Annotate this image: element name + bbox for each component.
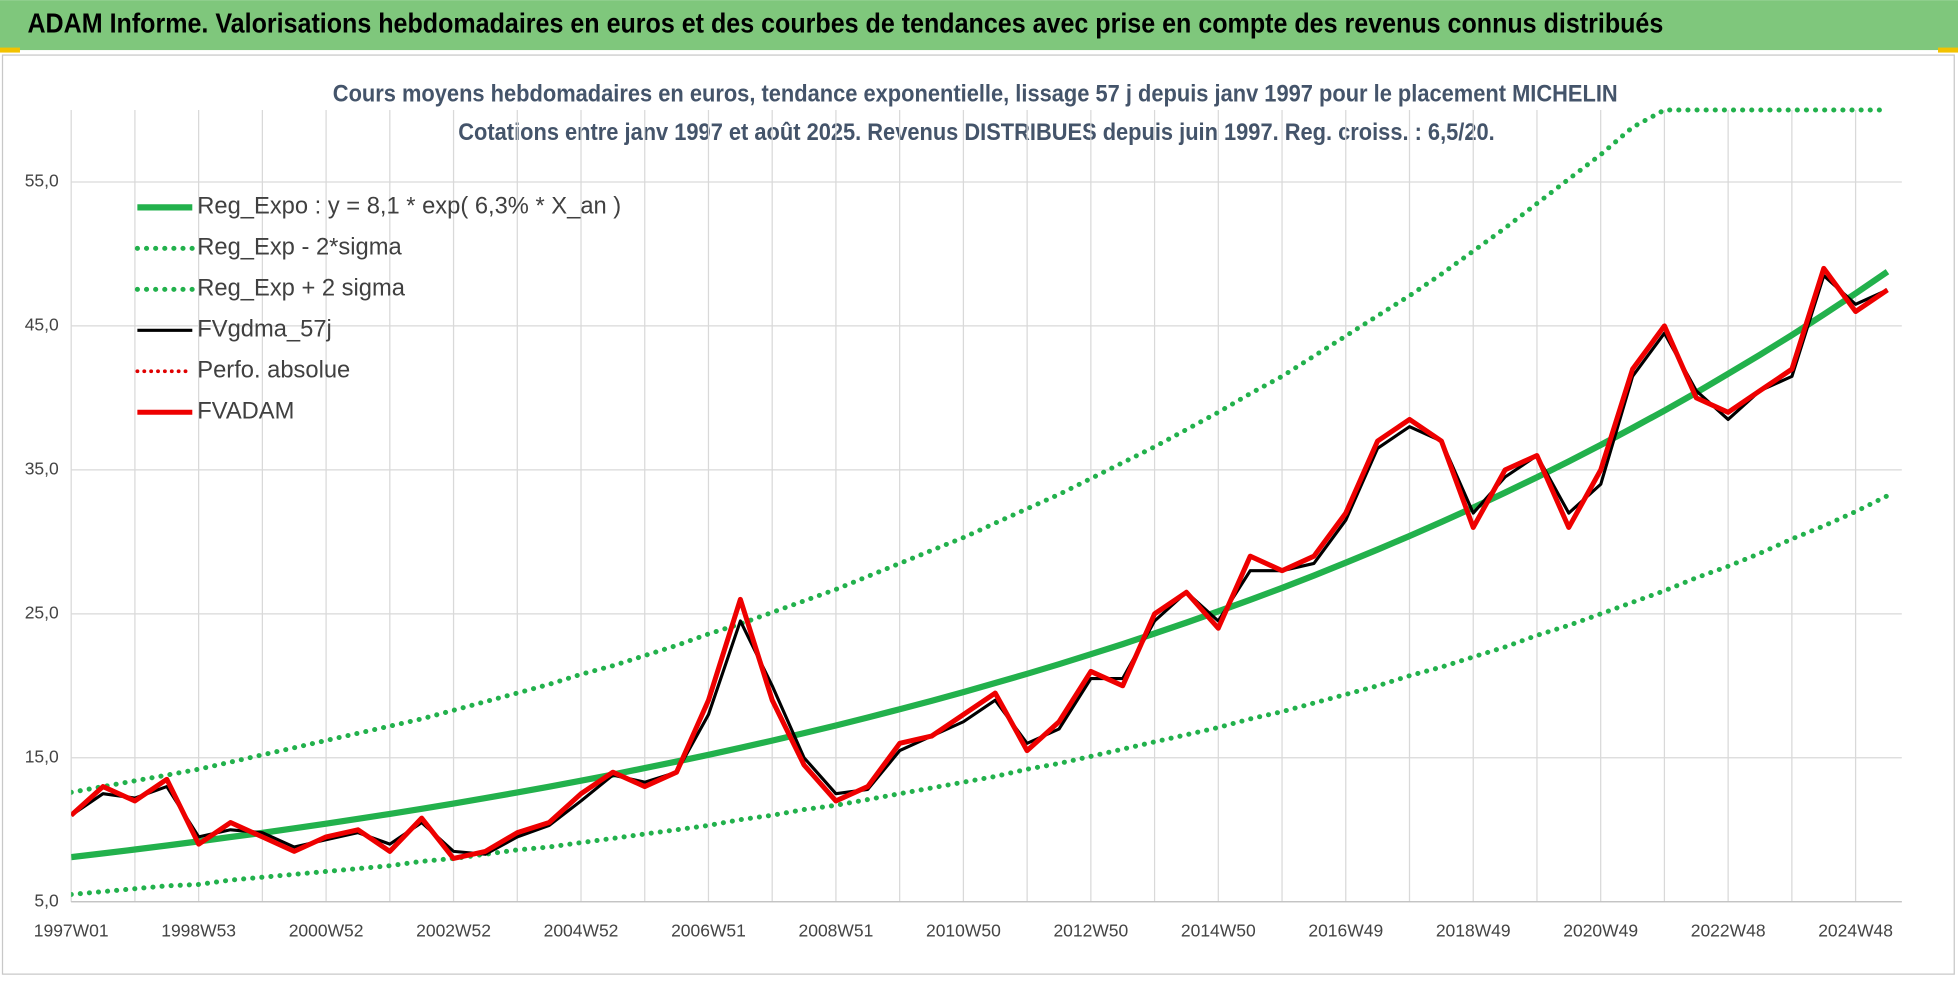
y-tick-label: 45,0 [25, 315, 59, 335]
x-tick-label: 2022W48 [1691, 920, 1766, 940]
legend-label: Perfo. absolue [197, 358, 350, 384]
y-tick-label: 5,0 [34, 890, 59, 910]
plot-area [71, 107, 1890, 897]
series-line [71, 493, 1890, 897]
x-tick-label: 2004W52 [544, 920, 619, 940]
x-tick-label: 2008W51 [799, 920, 874, 940]
series-line [71, 107, 1890, 795]
legend-label: Reg_Expo : y = 8,1 * exp( 6,3% * X_an ) [197, 194, 621, 220]
chart-subtitle: Cotations entre janv 1997 et août 2025. … [458, 120, 1494, 146]
legend-label: FVADAM [197, 398, 294, 424]
legend: Reg_Expo : y = 8,1 * exp( 6,3% * X_an ) R… [134, 194, 621, 424]
series-line [71, 269, 1890, 861]
x-tick-label: 2006W51 [671, 920, 746, 940]
x-tick-label: 2002W52 [416, 920, 491, 940]
y-tick-label: 15,0 [25, 746, 59, 766]
header-title: ADAM Informe. Valorisations hebdomadaire… [27, 7, 1663, 38]
x-tick-label: 2016W49 [1308, 920, 1383, 940]
series-line [71, 265, 1889, 861]
legend-label: Reg_Exp + 2 sigma [197, 276, 405, 302]
x-tick-label: 2010W50 [926, 920, 1001, 940]
chart-title: Cours moyens hebdomadaires en euros, ten… [333, 81, 1618, 107]
x-tick-label: 2018W49 [1436, 920, 1511, 940]
y-tick-label: 35,0 [25, 458, 59, 478]
x-tick-label: 2020W49 [1563, 920, 1638, 940]
x-tick-label: 2000W52 [289, 920, 364, 940]
y-tick-label: 25,0 [25, 602, 59, 622]
x-tick-label: 2014W50 [1181, 920, 1256, 940]
x-tick-label: 1997W01 [34, 920, 109, 940]
y-tick-label: 55,0 [25, 171, 59, 191]
axes: 5,0 15,0 25,0 35,0 45,0 55,0 1997W01 1998W53 200… [25, 171, 1902, 940]
x-tick-label: 2024W48 [1818, 920, 1893, 940]
chart-border [1, 54, 1955, 975]
x-tick-label: 1998W53 [161, 920, 236, 940]
accent [1938, 47, 1958, 53]
legend-label: FVgdma_57j [197, 317, 331, 343]
accent [0, 47, 20, 53]
legend-label: Reg_Exp - 2*sigma [197, 235, 402, 261]
x-tick-label: 2012W50 [1053, 920, 1128, 940]
header-bar [0, 0, 1958, 51]
grid [70, 110, 1902, 903]
